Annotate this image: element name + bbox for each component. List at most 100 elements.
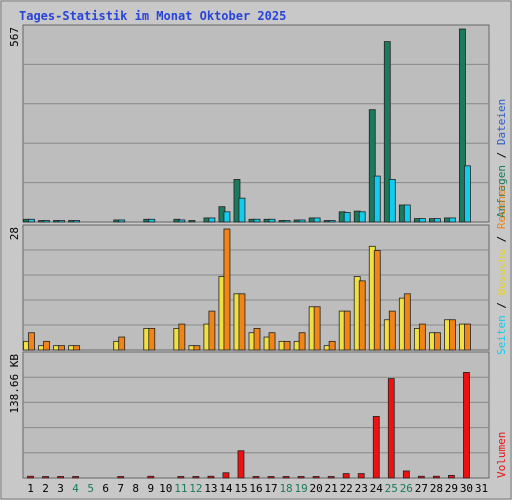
- bar-middle-rechner-day-25: [388, 310, 396, 351]
- bar-top-dateien-day-19: [298, 219, 306, 223]
- x-tick-label: 2: [42, 482, 49, 495]
- bar-bottom-volumen-day-14: [222, 472, 230, 479]
- panel-bottom-background: [22, 351, 490, 479]
- bar-middle-rechner-day-23: [358, 280, 366, 351]
- bar-top-dateien-day-27: [418, 218, 426, 223]
- x-tick-label: 17: [264, 482, 277, 495]
- legend-separator: /: [495, 295, 508, 315]
- bar-middle-rechner-day-22: [343, 310, 351, 351]
- legend-bottom: Volumen: [495, 432, 508, 478]
- bar-top-anfragen-day-30: [459, 28, 466, 223]
- x-tick-label: 27: [415, 482, 428, 495]
- bar-middle-rechner-day-28: [433, 332, 441, 351]
- bar-bottom-volumen-day-23: [357, 473, 365, 479]
- panel-top: 567: [8, 24, 490, 223]
- bar-bottom-volumen-day-27: [417, 475, 425, 479]
- bar-middle-rechner-day-3: [58, 345, 65, 351]
- bar-middle-rechner-day-14: [223, 228, 231, 351]
- bar-bottom-volumen-day-16: [252, 476, 260, 479]
- bar-top-dateien-day-16: [253, 218, 261, 223]
- x-tick-label: 19: [294, 482, 307, 495]
- bar-top-dateien-day-21: [328, 220, 336, 223]
- x-axis-labels: 1 2 3 4 5 6 7 8 9 10 11 12 13 14 15 16 17 18 19 20 21 22 23 24 2…: [27, 482, 488, 495]
- bar-top-anfragen-day-12: [188, 220, 196, 223]
- legend-middle: Seiten / Besuche / Rechner: [495, 182, 508, 355]
- x-tick-label: 28: [430, 482, 443, 495]
- x-tick-label: 18: [279, 482, 292, 495]
- bar-bottom-volumen-day-12: [192, 476, 200, 479]
- bar-bottom-volumen-day-11: [177, 476, 185, 479]
- bar-top-dateien-day-3: [58, 220, 65, 223]
- panel-middle-ymax-label: 28: [8, 227, 21, 240]
- bar-top-dateien-day-1: [28, 218, 35, 223]
- bar-bottom-volumen-day-7: [117, 476, 125, 479]
- x-tick-label: 23: [355, 482, 368, 495]
- legend-top: Anfragen / Dateien: [495, 99, 508, 218]
- x-tick-label: 11: [174, 482, 187, 495]
- bar-middle-rechner-day-1: [28, 332, 35, 351]
- bar-top-anfragen-day-24: [368, 109, 376, 223]
- x-tick-label: 7: [117, 482, 124, 495]
- panel-bottom: 138.66 KB: [8, 351, 490, 479]
- bar-bottom-volumen-day-21: [327, 476, 335, 479]
- bar-middle-rechner-day-11: [178, 323, 186, 351]
- x-tick-label: 21: [325, 482, 338, 495]
- panel-top-background: [22, 24, 490, 223]
- bar-top-dateien-day-26: [403, 204, 411, 223]
- x-tick-label: 20: [310, 482, 323, 495]
- x-tick-label: 10: [159, 482, 172, 495]
- bar-top-dateien-day-9: [148, 218, 156, 223]
- bar-top-dateien-day-22: [343, 212, 351, 223]
- bar-bottom-volumen-day-2: [42, 476, 49, 479]
- bar-top-dateien-day-18: [283, 220, 291, 223]
- x-tick-label: 30: [460, 482, 473, 495]
- x-tick-label: 25: [385, 482, 398, 495]
- bar-bottom-volumen-day-15: [237, 450, 245, 479]
- bar-bottom-volumen-day-19: [297, 476, 305, 479]
- bar-bottom-volumen-day-28: [432, 475, 440, 479]
- bar-top-dateien-day-13: [208, 217, 216, 223]
- bar-top-anfragen-day-25: [383, 41, 391, 223]
- bar-top-dateien-day-15: [238, 197, 246, 223]
- bar-top-dateien-day-20: [313, 217, 321, 223]
- bar-top-dateien-day-17: [268, 218, 276, 223]
- bar-middle-rechner-day-21: [328, 340, 336, 351]
- legend-entry-dateien: Dateien: [495, 99, 508, 145]
- bar-top-dateien-day-7: [118, 219, 126, 223]
- x-tick-label: 14: [219, 482, 233, 495]
- bar-middle-rechner-day-20: [313, 306, 321, 351]
- bar-middle-rechner-day-27: [418, 323, 426, 351]
- bar-bottom-volumen-day-1: [27, 475, 34, 479]
- bar-middle-rechner-day-18: [283, 340, 291, 351]
- panel-top-ymax-label: 567: [8, 27, 21, 47]
- x-tick-label: 31: [475, 482, 488, 495]
- x-tick-label: 15: [234, 482, 247, 495]
- legend-separator: /: [495, 229, 508, 249]
- chart-title: Tages-Statistik im Monat Oktober 2025: [19, 9, 286, 23]
- bar-top-dateien-day-28: [433, 218, 441, 223]
- x-tick-label: 3: [57, 482, 64, 495]
- legend-entry-rechner: Rechner: [495, 182, 508, 229]
- x-tick-label: 22: [340, 482, 353, 495]
- x-tick-label: 29: [445, 482, 458, 495]
- x-tick-label: 13: [204, 482, 217, 495]
- x-tick-label: 24: [370, 482, 384, 495]
- bar-top-dateien-day-14: [223, 211, 231, 223]
- bar-middle-rechner-day-16: [253, 327, 261, 351]
- bar-bottom-volumen-day-3: [57, 476, 64, 479]
- bar-bottom-volumen-day-29: [448, 474, 455, 479]
- bar-middle-rechner-day-24: [373, 250, 381, 351]
- bar-middle-rechner-day-13: [208, 310, 216, 351]
- bar-bottom-volumen-day-17: [267, 476, 275, 479]
- bar-bottom-volumen-day-18: [282, 476, 290, 479]
- x-tick-label: 16: [249, 482, 262, 495]
- bar-middle-rechner-day-9: [148, 327, 156, 351]
- x-tick-label: 5: [87, 482, 94, 495]
- legend-separator: /: [495, 145, 508, 165]
- bar-middle-rechner-day-2: [43, 340, 50, 351]
- bar-bottom-volumen-day-25: [387, 378, 395, 479]
- x-tick-label: 1: [27, 482, 34, 495]
